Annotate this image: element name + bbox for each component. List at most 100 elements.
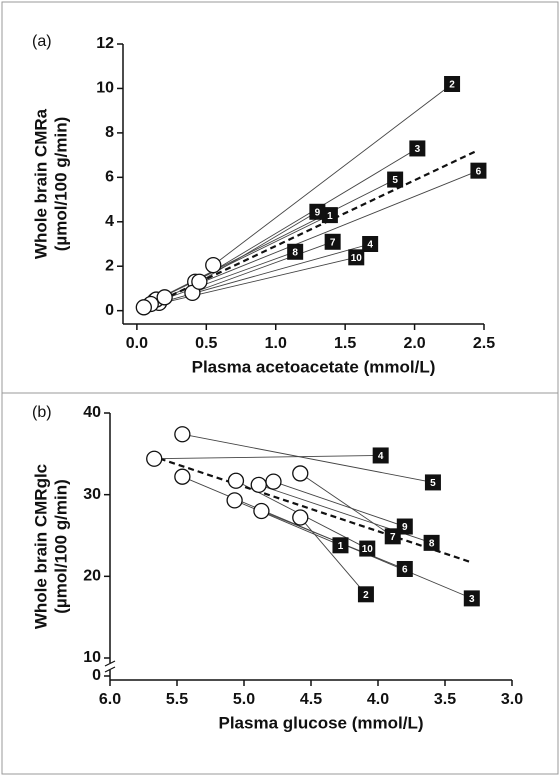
subject-label: 9 xyxy=(315,207,321,218)
x-tick-label: 4.5 xyxy=(300,691,322,708)
pair-line xyxy=(299,517,367,595)
y-axis-title: (µmol/100 g/min) xyxy=(51,479,70,613)
y-tick-label: 0 xyxy=(92,667,101,684)
subject-label: 5 xyxy=(392,175,398,186)
pair-line xyxy=(182,433,434,483)
subject-label: 1 xyxy=(338,541,344,552)
y-tick-label: 20 xyxy=(83,568,101,585)
baseline-point xyxy=(253,502,270,520)
after-point xyxy=(384,528,401,545)
after-point xyxy=(444,76,461,92)
x-tick-label: 2.0 xyxy=(403,335,425,352)
pair-line xyxy=(154,455,381,460)
after-point xyxy=(324,233,341,250)
panel-label: (b) xyxy=(32,404,52,421)
subject-label: 3 xyxy=(415,144,421,155)
baseline-point xyxy=(205,256,222,274)
subject-label: 6 xyxy=(476,166,482,177)
pair-line xyxy=(150,251,296,305)
x-tick-label: 5.5 xyxy=(166,691,188,708)
pair-line xyxy=(192,241,333,294)
after-point xyxy=(387,171,404,188)
y-tick-label: 10 xyxy=(96,80,114,97)
after-point xyxy=(424,474,441,491)
after-point xyxy=(396,560,413,577)
x-tick-label: 3.5 xyxy=(434,691,456,708)
axis-break xyxy=(104,660,116,667)
x-tick-label: 3.0 xyxy=(501,691,523,708)
after-point xyxy=(470,162,487,179)
pair-line xyxy=(212,83,453,266)
baseline-point xyxy=(292,465,309,482)
baseline-point xyxy=(191,273,208,290)
subject-label: 1 xyxy=(327,211,333,222)
pair-line xyxy=(273,481,405,527)
subject-label: 8 xyxy=(429,538,435,549)
baseline-point xyxy=(250,476,267,494)
after-point xyxy=(423,534,440,551)
subject-label: 4 xyxy=(367,240,373,251)
after-point xyxy=(396,518,413,535)
y-axis-title: Whole brain CMRa xyxy=(31,108,50,259)
x-axis-title: Plasma acetoacetate (mmol/L) xyxy=(192,357,436,376)
y-tick-label: 12 xyxy=(96,35,114,52)
x-tick-label: 2.5 xyxy=(473,335,495,352)
baseline-point xyxy=(226,492,243,509)
after-point xyxy=(287,243,304,260)
after-point xyxy=(463,590,480,607)
pair-line xyxy=(194,148,418,283)
subject-label: 2 xyxy=(363,590,369,601)
pair-line xyxy=(300,473,393,537)
x-tick-label: 0.5 xyxy=(195,335,217,352)
pair-line xyxy=(164,170,479,298)
pair-line xyxy=(143,256,357,308)
subject-label: 7 xyxy=(330,237,336,248)
subject-label: 3 xyxy=(469,594,475,605)
x-tick-label: 0.0 xyxy=(126,335,148,352)
baseline-point xyxy=(146,450,163,467)
baseline-point xyxy=(174,468,191,485)
subject-label: 10 xyxy=(362,544,374,555)
y-tick-label: 30 xyxy=(83,486,101,503)
x-tick-label: 1.5 xyxy=(334,335,356,352)
baseline-point xyxy=(156,289,173,306)
x-tick-label: 6.0 xyxy=(99,691,121,708)
after-point xyxy=(372,447,389,464)
baseline-point xyxy=(265,473,282,490)
y-tick-label: 6 xyxy=(105,169,114,186)
subject-label: 5 xyxy=(430,478,436,489)
after-point xyxy=(348,249,365,266)
after-point xyxy=(321,207,338,224)
y-tick-label: 0 xyxy=(105,302,114,319)
subject-label: 9 xyxy=(402,522,408,533)
subject-label: 8 xyxy=(292,247,298,258)
y-tick-label: 10 xyxy=(83,649,101,666)
baseline-point xyxy=(292,509,309,526)
x-axis-title: Plasma glucose (mmol/L) xyxy=(219,713,424,732)
pair-line xyxy=(154,214,331,302)
y-axis-title: (µmol/100 g/min) xyxy=(51,117,70,251)
y-tick-label: 4 xyxy=(105,213,114,230)
y-tick-label: 40 xyxy=(83,404,101,421)
after-point xyxy=(309,203,326,220)
after-point xyxy=(357,586,374,603)
pair-line xyxy=(234,499,341,546)
after-point xyxy=(359,540,376,557)
subject-label: 4 xyxy=(378,451,384,462)
after-point xyxy=(409,140,426,157)
baseline-point xyxy=(135,299,152,316)
x-tick-label: 5.0 xyxy=(233,691,255,708)
x-tick-label: 1.0 xyxy=(265,335,287,352)
subject-label: 10 xyxy=(351,253,363,264)
y-axis-title: Whole brain CMRglc xyxy=(31,464,50,629)
axis-break xyxy=(104,666,116,673)
subject-label: 7 xyxy=(390,532,396,543)
fit-line xyxy=(149,454,473,564)
after-point xyxy=(362,236,379,252)
y-tick-label: 8 xyxy=(105,124,114,141)
y-tick-label: 2 xyxy=(105,257,114,274)
